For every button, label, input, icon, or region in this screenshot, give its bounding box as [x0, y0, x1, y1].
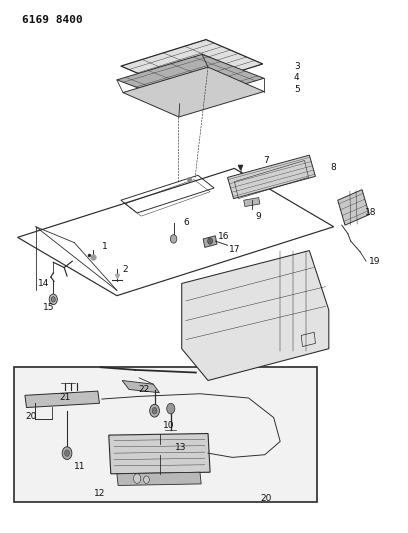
Circle shape [62, 447, 72, 459]
Text: 11: 11 [73, 463, 85, 471]
Text: 7: 7 [263, 156, 268, 165]
Circle shape [51, 297, 55, 302]
Text: 14: 14 [38, 279, 49, 288]
Circle shape [64, 450, 69, 456]
Text: 10: 10 [163, 421, 174, 430]
Text: 6169 8400: 6169 8400 [22, 14, 82, 25]
Circle shape [152, 408, 157, 414]
Polygon shape [338, 190, 369, 225]
Polygon shape [109, 433, 210, 474]
Polygon shape [235, 181, 246, 188]
Text: 6: 6 [183, 218, 188, 227]
Text: 17: 17 [229, 245, 241, 254]
Circle shape [133, 474, 141, 483]
Text: 5: 5 [294, 85, 300, 94]
Text: 18: 18 [365, 208, 377, 217]
Text: 2: 2 [122, 265, 128, 274]
Text: 15: 15 [43, 303, 54, 312]
Text: 20: 20 [25, 411, 36, 421]
Text: 19: 19 [369, 257, 381, 265]
Polygon shape [244, 198, 260, 207]
Circle shape [171, 235, 177, 243]
Text: 20: 20 [260, 494, 271, 503]
Polygon shape [228, 155, 315, 199]
Polygon shape [122, 381, 160, 393]
Text: 4: 4 [294, 73, 299, 82]
Text: 21: 21 [59, 393, 70, 402]
Text: 12: 12 [94, 489, 105, 498]
Circle shape [167, 403, 175, 414]
Polygon shape [123, 67, 264, 117]
Text: 9: 9 [256, 212, 262, 221]
Text: 8: 8 [330, 164, 336, 172]
Polygon shape [117, 472, 201, 486]
Text: 13: 13 [175, 443, 186, 453]
Circle shape [150, 405, 160, 417]
Polygon shape [203, 236, 217, 247]
Polygon shape [182, 251, 329, 381]
Circle shape [208, 238, 213, 244]
Bar [13, 367, 317, 503]
Polygon shape [25, 391, 100, 408]
Text: 1: 1 [102, 242, 108, 251]
Circle shape [144, 476, 149, 483]
Circle shape [49, 294, 57, 305]
Polygon shape [121, 39, 263, 91]
Text: 16: 16 [218, 232, 229, 241]
Text: 22: 22 [138, 385, 150, 394]
Polygon shape [117, 54, 264, 104]
Text: 3: 3 [294, 62, 300, 70]
